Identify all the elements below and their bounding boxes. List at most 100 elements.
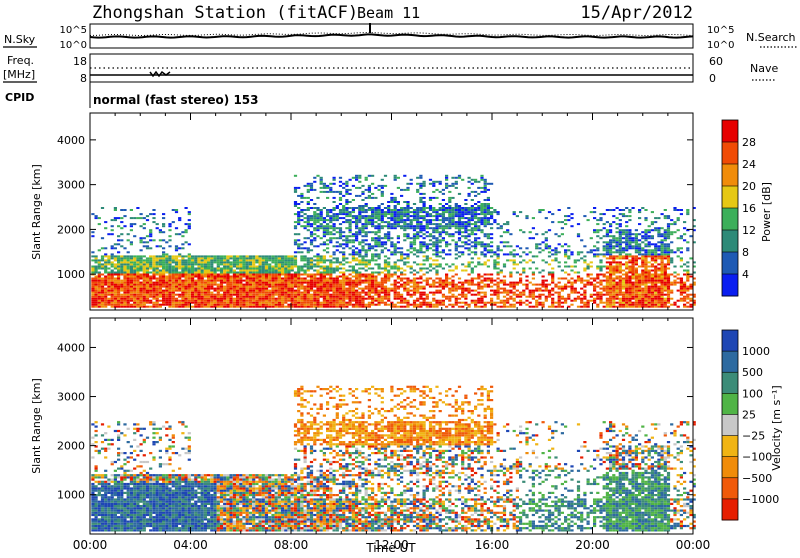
power-echo-cell <box>371 298 374 300</box>
power-echo-cell <box>442 229 445 231</box>
power-echo-cell <box>648 286 651 288</box>
power-echo-cell <box>358 241 361 243</box>
power-echo-cell <box>133 257 136 259</box>
power-echo-cell <box>371 213 374 215</box>
power-echo-cell <box>390 199 393 201</box>
power-echo-cell <box>606 294 609 296</box>
power-echo-cell <box>188 276 191 278</box>
power-echo-cell <box>413 203 416 205</box>
power-echo-cell <box>638 266 641 268</box>
power-echo-cell <box>201 257 204 259</box>
power-echo-cell <box>333 177 336 179</box>
power-echo-cell <box>638 233 641 235</box>
power-echo-cell <box>336 280 339 282</box>
power-echo-cell <box>371 276 374 278</box>
power-echo-cell <box>130 298 133 300</box>
power-echo-cell <box>255 274 258 276</box>
power-echo-cell <box>107 292 110 294</box>
power-echo-cell <box>435 209 438 211</box>
power-echo-cell <box>361 304 364 306</box>
power-echo-cell <box>558 306 561 308</box>
power-echo-cell <box>423 181 426 183</box>
power-echo-cell <box>416 217 419 219</box>
power-echo-cell <box>471 245 474 247</box>
power-echo-cell <box>538 243 541 245</box>
power-echo-cell <box>284 255 287 257</box>
power-echo-cell <box>429 205 432 207</box>
power-echo-cell <box>532 255 535 257</box>
power-echo-cell <box>300 209 303 211</box>
power-echo-cell <box>513 298 516 300</box>
power-echo-cell <box>400 209 403 211</box>
power-echo-cell <box>329 263 332 265</box>
power-echo-cell <box>188 282 191 284</box>
power-echo-cell <box>381 193 384 195</box>
power-echo-cell <box>435 219 438 221</box>
power-echo-cell <box>349 201 352 203</box>
power-echo-cell <box>587 266 590 268</box>
power-echo-cell <box>246 278 249 280</box>
power-echo-cell <box>271 261 274 263</box>
power-echo-cell <box>297 302 300 304</box>
power-echo-cell <box>580 282 583 284</box>
power-echo-cell <box>194 294 197 296</box>
power-echo-cell <box>361 300 364 302</box>
power-echo-cell <box>345 201 348 203</box>
power-echo-cell <box>117 261 120 263</box>
power-echo-cell <box>451 177 454 179</box>
power-echo-cell <box>320 278 323 280</box>
power-echo-cell <box>352 251 355 253</box>
power-echo-cell <box>191 257 194 259</box>
power-echo-cell <box>104 284 107 286</box>
power-echo-cell <box>114 207 117 209</box>
power-echo-cell <box>275 286 278 288</box>
power-echo-cell <box>519 300 522 302</box>
power-echo-cell <box>181 268 184 270</box>
power-echo-cell <box>259 300 262 302</box>
power-echo-cell <box>91 284 94 286</box>
power-echo-cell <box>554 253 557 255</box>
power-echo-cell <box>368 245 371 247</box>
power-echo-cell <box>275 263 278 265</box>
power-echo-cell <box>326 247 329 249</box>
power-echo-cell <box>345 241 348 243</box>
power-echo-cell <box>641 207 644 209</box>
power-echo-cell <box>509 233 512 235</box>
power-echo-cell <box>275 278 278 280</box>
power-echo-cell <box>593 298 596 300</box>
power-echo-cell <box>455 213 458 215</box>
power-echo-cell <box>168 296 171 298</box>
power-echo-cell <box>632 306 635 308</box>
power-echo-cell <box>185 288 188 290</box>
power-echo-cell <box>464 266 467 268</box>
power-echo-cell <box>644 229 647 231</box>
power-echo-cell <box>384 215 387 217</box>
power-echo-cell <box>287 257 290 259</box>
power-echo-cell <box>307 276 310 278</box>
power-echo-cell <box>294 284 297 286</box>
power-echo-cell <box>287 300 290 302</box>
power-echo-cell <box>384 185 387 187</box>
power-echo-cell <box>644 217 647 219</box>
power-echo-cell <box>143 237 146 239</box>
power-echo-cell <box>294 259 297 261</box>
power-echo-cell <box>461 225 464 227</box>
power-echo-cell <box>439 302 442 304</box>
power-echo-cell <box>168 266 171 268</box>
power-echo-cell <box>156 300 159 302</box>
power-echo-cell <box>448 296 451 298</box>
freq-tick-8: 8 <box>80 72 87 85</box>
power-echo-cell <box>622 233 625 235</box>
power-echo-cell <box>570 300 573 302</box>
power-echo-cell <box>464 296 467 298</box>
power-echo-cell <box>603 274 606 276</box>
power-echo-cell <box>159 282 162 284</box>
power-echo-cell <box>300 298 303 300</box>
power-echo-cell <box>448 266 451 268</box>
power-echo-cell <box>152 274 155 276</box>
power-echo-cell <box>223 257 226 259</box>
power-echo-cell <box>625 229 628 231</box>
power-echo-cell <box>542 249 545 251</box>
power-echo-cell <box>403 229 406 231</box>
power-echo-cell <box>265 304 268 306</box>
